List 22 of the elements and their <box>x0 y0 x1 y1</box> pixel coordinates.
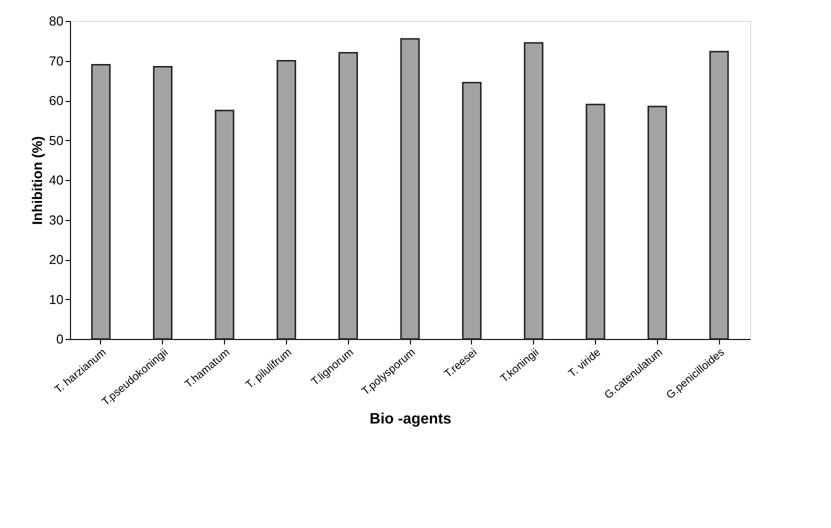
bar <box>152 66 172 340</box>
bar <box>648 106 668 340</box>
bar <box>91 64 111 340</box>
y-tick-label: 80 <box>49 14 64 28</box>
bar <box>338 52 358 340</box>
bar <box>276 60 296 340</box>
bar <box>400 38 420 340</box>
bar <box>524 42 544 340</box>
bar <box>709 50 729 340</box>
y-tick-label: 20 <box>49 252 64 267</box>
y-tick-label: 50 <box>49 132 64 148</box>
y-tick-label: 0 <box>56 332 64 346</box>
x-axis-title: Bio -agents <box>370 410 452 428</box>
y-axis-title: Inhibition (%) <box>29 136 46 225</box>
y-tick-label: 30 <box>49 212 64 228</box>
y-tick-label: 10 <box>49 292 64 307</box>
bar <box>586 104 606 340</box>
bar <box>462 82 482 340</box>
y-tick-label: 40 <box>49 172 64 188</box>
y-tick-label: 70 <box>49 53 64 68</box>
bar <box>214 110 234 340</box>
y-tick-label: 60 <box>49 93 64 108</box>
